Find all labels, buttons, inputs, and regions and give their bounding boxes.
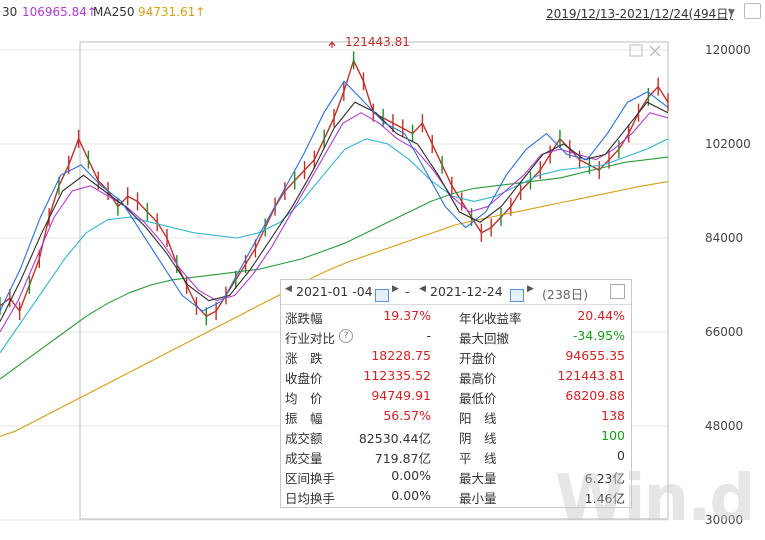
stats-row: 行业对比 - 最大回撤 -34.95%? (281, 326, 631, 346)
watermark-logo: Win.d (555, 462, 755, 536)
date-range-link[interactable]: 2019/12/13-2021/12/24(494日) (546, 7, 733, 21)
stat-value: 19.37% (383, 308, 431, 323)
stat-value: 94749.91 (371, 388, 431, 403)
stat-value: 20.44% (577, 308, 625, 323)
stat-value: 94655.35 (565, 348, 625, 363)
dropdown-toggle-icon[interactable] (744, 3, 761, 19)
stat-label: 收盘价 (285, 371, 323, 386)
max-price-label: 121443.81 (345, 35, 410, 49)
stats-row: 成交量 719.87亿 平 线 0 (281, 446, 631, 466)
stats-row: 收盘价 112335.52 最高价 121443.81 (281, 366, 631, 386)
stat-label: 开盘价 (459, 351, 497, 366)
end-next-icon[interactable]: ▶ (527, 284, 534, 294)
stat-label: 成交量 (285, 451, 323, 466)
indicator-bar: 30 106965.84↑ MA250 94731.61↑ 2019/12/13… (0, 0, 765, 26)
stat-value: - (426, 328, 431, 343)
stats-row: 日均换手 0.00% 最小量 1.46亿 (281, 486, 631, 506)
chart-frame (79, 41, 669, 520)
series-line-ma120 (0, 156, 669, 380)
series-line-ma20 (0, 112, 669, 333)
stat-label: 平 线 (459, 451, 497, 466)
start-prev-icon[interactable]: ◀ (285, 284, 292, 294)
stats-row: 均 价 94749.91 最低价 68209.88 (281, 386, 631, 406)
stat-value: 719.87亿 (374, 451, 431, 466)
y-tick-label: 102000 (705, 137, 751, 151)
stat-value: 68209.88 (565, 388, 625, 403)
close-icon[interactable] (649, 45, 661, 57)
stat-label: 最低价 (459, 391, 497, 406)
stat-label: 最高价 (459, 371, 497, 386)
ma250-value: 94731.61↑ (138, 5, 206, 19)
stats-row: 成交额 82530.44亿 阴 线 100 (281, 426, 631, 446)
stat-label: 成交额 (285, 431, 323, 446)
stat-label: 均 价 (285, 391, 323, 406)
ma-prefix: 30 (2, 5, 18, 19)
stats-row: 涨跌幅 19.37% 年化收益率 20.44% (281, 306, 631, 326)
stats-row: 涨 跌 18228.75 开盘价 94655.35 (281, 346, 631, 366)
stat-value: 100 (601, 428, 625, 443)
stat-label: 涨跌幅 (285, 311, 323, 326)
stat-value: 82530.44亿 (358, 431, 431, 446)
interval-stats-panel: ◀ 2021-01 -04 ▶ - ◀ 2021-12-24 ▶ (238日) … (280, 279, 632, 508)
day-count: (238日) (542, 287, 589, 302)
stat-value: 6.23亿 (584, 471, 625, 486)
series-line-ma10 (0, 101, 669, 322)
series-layer (0, 51, 669, 437)
max-marker: 121443.81 (328, 35, 410, 49)
stat-value: 1.46亿 (584, 491, 625, 506)
end-prev-icon[interactable]: ◀ (419, 284, 426, 294)
stat-value: 0.00% (391, 488, 431, 503)
stats-row: 振 幅 56.57% 阳 线 138 (281, 406, 631, 426)
y-axis: 120000 102000 84000 66000 48000 30000 (705, 43, 751, 527)
price-chart: 120000 102000 84000 66000 48000 30000 121443.… (0, 35, 751, 527)
panel-close-icon[interactable] (610, 284, 625, 299)
stat-value: 56.57% (383, 408, 431, 423)
ma250-label: MA250 (93, 5, 135, 19)
stat-value: 112335.52 (363, 368, 431, 383)
y-tick-label: 30000 (705, 513, 743, 527)
series-line-ma60 (0, 138, 669, 354)
stat-label: 最大量 (459, 471, 497, 486)
start-date[interactable]: 2021-01 -04 (296, 284, 373, 299)
stat-label: 振 幅 (285, 411, 323, 426)
y-tick-label: 48000 (705, 419, 743, 433)
series-line-ma250 (0, 181, 669, 437)
y-tick-label: 120000 (705, 43, 751, 57)
stats-row: 区间换手 0.00% 最大量 6.23亿 (281, 466, 631, 486)
y-tick-label: 84000 (705, 231, 743, 245)
stat-label: 行业对比 (285, 331, 336, 346)
stat-label: 最小量 (459, 491, 497, 506)
date-separator: - (405, 284, 410, 299)
panel-header: ◀ 2021-01 -04 ▶ - ◀ 2021-12-24 ▶ (238日) (281, 280, 631, 305)
stat-value: 0 (617, 448, 625, 463)
stat-value: 18228.75 (371, 348, 431, 363)
y-tick-label: 66000 (705, 325, 743, 339)
chevron-down-icon[interactable]: ▼ (728, 8, 735, 18)
stat-label: 涨 跌 (285, 351, 323, 366)
stat-label: 最大回撤 (459, 331, 510, 346)
series-line-ma5 (0, 80, 669, 312)
stat-label: 年化收益率 (459, 311, 522, 326)
stat-value: 138 (601, 408, 625, 423)
stat-label: 区间换手 (285, 471, 336, 486)
end-date[interactable]: 2021-12-24 (430, 284, 503, 299)
stat-label: 阴 线 (459, 431, 497, 446)
stat-value: 121443.81 (557, 368, 625, 383)
stat-value: -34.95% (572, 328, 625, 343)
stat-label: 日均换手 (285, 491, 336, 506)
help-icon[interactable]: ? (339, 329, 353, 343)
stat-value: 0.00% (391, 468, 431, 483)
ma-value: 106965.84↑ (22, 5, 97, 19)
stat-label: 阳 线 (459, 411, 497, 426)
minimize-icon[interactable] (629, 44, 643, 57)
start-next-icon[interactable]: ▶ (392, 284, 399, 294)
